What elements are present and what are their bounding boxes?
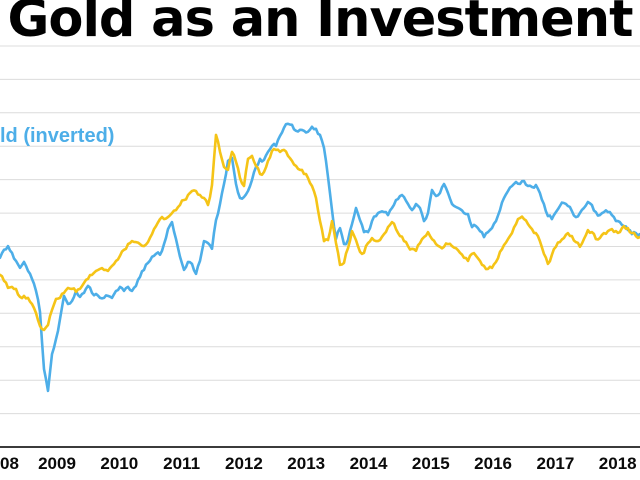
x-tick-label: 2015	[412, 454, 450, 473]
x-tick-label: 2018	[599, 454, 637, 473]
blue-series-line	[0, 122, 640, 393]
x-tick-label: 2017	[536, 454, 574, 473]
x-tick-label: 2010	[100, 454, 138, 473]
page-title: Gold as an Investment	[7, 0, 634, 49]
x-tick-label: 2011	[163, 454, 200, 473]
legend-blue-series-label: ld (inverted)	[0, 125, 115, 147]
x-tick-label: 2013	[287, 454, 325, 473]
x-tick-label: 2014	[350, 454, 388, 473]
x-tick-label: 08	[0, 454, 19, 473]
gold-series-line	[0, 133, 640, 332]
x-tick-label: 2016	[474, 454, 512, 473]
x-tick-label: 2012	[225, 454, 263, 473]
x-tick-label: 2009	[38, 454, 76, 473]
